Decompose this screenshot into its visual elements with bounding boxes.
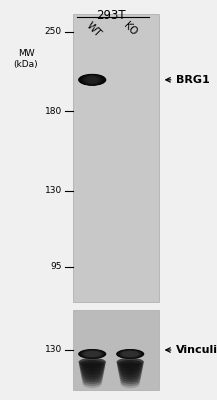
Ellipse shape	[81, 74, 104, 85]
Ellipse shape	[86, 76, 99, 84]
Ellipse shape	[119, 350, 141, 358]
Ellipse shape	[80, 364, 105, 373]
Ellipse shape	[81, 373, 103, 382]
Ellipse shape	[80, 74, 105, 85]
Text: 130: 130	[45, 346, 62, 354]
Ellipse shape	[120, 350, 140, 358]
Text: (kDa): (kDa)	[14, 60, 38, 68]
Bar	[73, 310, 159, 390]
Text: 293T: 293T	[96, 9, 126, 22]
Ellipse shape	[78, 74, 106, 86]
Ellipse shape	[118, 366, 142, 375]
Ellipse shape	[122, 351, 139, 357]
Ellipse shape	[84, 76, 100, 84]
Ellipse shape	[118, 364, 143, 373]
Ellipse shape	[82, 377, 102, 386]
Text: MW: MW	[18, 50, 34, 58]
Text: BRG1: BRG1	[176, 75, 210, 85]
Ellipse shape	[83, 380, 102, 388]
Ellipse shape	[116, 349, 144, 359]
Ellipse shape	[82, 75, 103, 85]
Ellipse shape	[82, 350, 103, 358]
Ellipse shape	[120, 375, 141, 384]
Text: 130: 130	[45, 186, 62, 195]
Ellipse shape	[120, 350, 141, 358]
Ellipse shape	[82, 375, 103, 384]
Ellipse shape	[79, 350, 105, 358]
Text: 95: 95	[50, 262, 62, 272]
Text: KO: KO	[122, 20, 139, 37]
Ellipse shape	[121, 380, 140, 388]
Text: WT: WT	[84, 20, 103, 39]
Ellipse shape	[118, 350, 142, 358]
Ellipse shape	[117, 360, 143, 369]
Ellipse shape	[81, 371, 104, 380]
Bar	[73, 14, 159, 302]
Ellipse shape	[80, 350, 104, 358]
Ellipse shape	[82, 75, 102, 85]
Ellipse shape	[82, 350, 102, 358]
Ellipse shape	[83, 351, 101, 357]
Ellipse shape	[84, 351, 100, 357]
Ellipse shape	[78, 349, 106, 359]
Ellipse shape	[85, 76, 100, 84]
Text: 180: 180	[45, 107, 62, 116]
Ellipse shape	[120, 377, 140, 386]
Ellipse shape	[79, 349, 106, 359]
Ellipse shape	[79, 360, 105, 369]
Ellipse shape	[79, 358, 106, 366]
Ellipse shape	[83, 75, 101, 84]
Ellipse shape	[80, 366, 104, 375]
Text: Vinculin: Vinculin	[176, 345, 217, 355]
Ellipse shape	[122, 351, 138, 357]
Ellipse shape	[119, 373, 141, 382]
Ellipse shape	[121, 351, 139, 357]
Ellipse shape	[118, 369, 142, 378]
Ellipse shape	[87, 76, 97, 83]
Ellipse shape	[117, 358, 144, 366]
Ellipse shape	[117, 349, 144, 359]
Ellipse shape	[81, 369, 104, 378]
Text: 250: 250	[45, 27, 62, 36]
Ellipse shape	[84, 351, 101, 357]
Ellipse shape	[87, 76, 98, 84]
Ellipse shape	[79, 74, 105, 86]
Ellipse shape	[79, 362, 105, 371]
Ellipse shape	[81, 350, 104, 358]
Ellipse shape	[119, 371, 141, 380]
Ellipse shape	[117, 362, 143, 371]
Ellipse shape	[117, 350, 143, 358]
